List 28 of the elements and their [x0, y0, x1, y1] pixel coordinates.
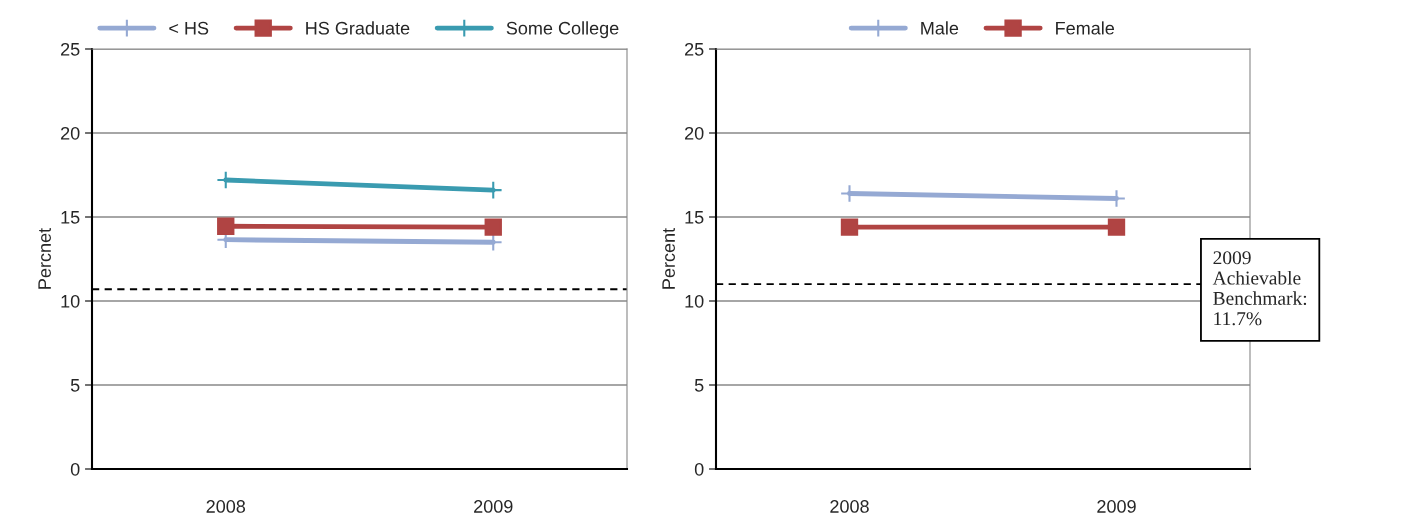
y-tick-label: 10 — [61, 294, 80, 308]
y-tick-label: 0 — [70, 462, 80, 476]
y-tick-label: 20 — [685, 126, 704, 140]
point — [1107, 218, 1126, 236]
y-axis-title: Percent — [662, 228, 675, 289]
x-tick-label: 2008 — [206, 500, 246, 513]
point — [217, 217, 235, 235]
y-tick-label: 5 — [70, 379, 80, 392]
x-tick-label: 2009 — [1097, 500, 1136, 513]
legend-label: Male — [921, 21, 959, 35]
annotation: 2009 Achievable Benchmark: 11.7% — [1212, 251, 1307, 326]
y-tick-label: 25 — [61, 42, 80, 56]
point — [840, 218, 859, 236]
x-tick-label: 2008 — [830, 500, 869, 513]
y-tick-label: 15 — [61, 211, 80, 224]
x-tick-label: 2009 — [474, 500, 513, 513]
legend-label: Some College — [506, 21, 619, 39]
y-tick-label: 15 — [685, 211, 704, 224]
y-tick-label: 5 — [694, 379, 704, 392]
y-tick-label: 0 — [694, 462, 704, 476]
y-tick-label: 25 — [685, 42, 704, 56]
y-tick-label: 10 — [685, 294, 704, 308]
point — [484, 218, 502, 236]
legend-label: < HS — [169, 21, 209, 35]
legend-label: Female — [1056, 21, 1115, 35]
y-tick-label: 20 — [61, 126, 80, 140]
y-axis-title: Percnet — [38, 228, 51, 289]
legend-label: HS Graduate — [306, 21, 410, 35]
